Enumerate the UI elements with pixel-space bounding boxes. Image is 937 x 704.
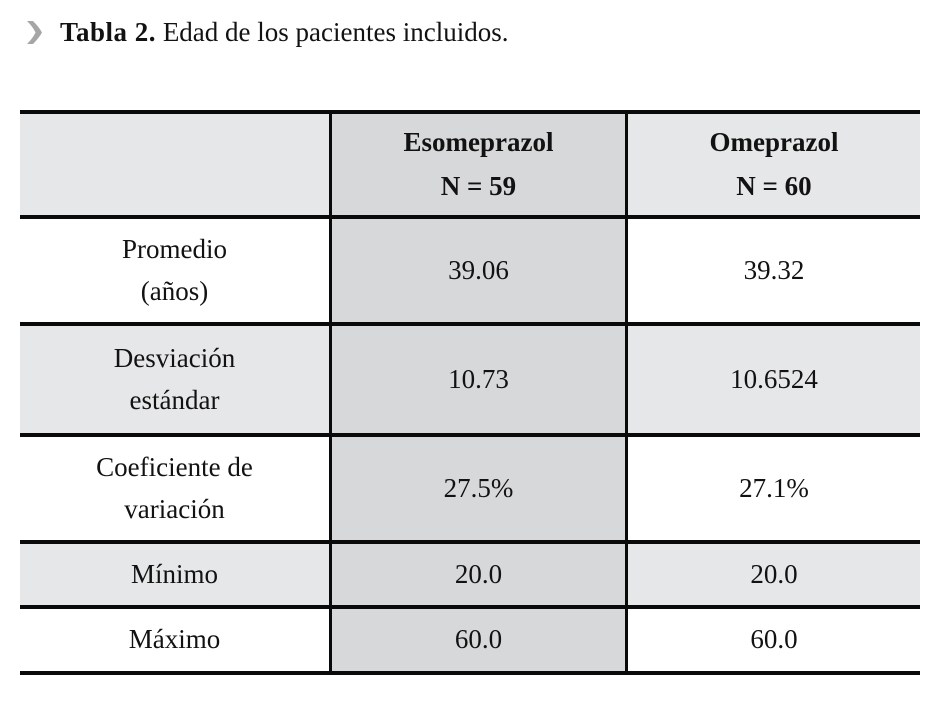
cell-promedio-esomeprazol: 39.06 <box>329 219 625 326</box>
column-title: Omeprazol <box>709 127 839 158</box>
cell-promedio-omeprazol: 39.32 <box>625 219 920 326</box>
cell-value: 10.73 <box>448 363 509 394</box>
header-cell-empty <box>20 114 329 219</box>
cell-value: 60.0 <box>750 624 798 655</box>
cell-coeficiente-omeprazol: 27.1% <box>625 437 920 544</box>
row-label-coeficiente: Coeficiente de variación <box>20 437 329 544</box>
cell-minimo-omeprazol: 20.0 <box>625 544 920 609</box>
cell-value: 60.0 <box>454 624 503 655</box>
table-caption: Tabla 2. Edad de los pacientes incluidos… <box>26 16 508 48</box>
row-label-maximo: Máximo <box>20 609 329 671</box>
cell-value: 39.32 <box>743 254 805 285</box>
row-label-line1: Coeficiente de <box>96 451 253 482</box>
caption-text-line: Tabla 2. Edad de los pacientes incluidos… <box>60 16 508 48</box>
row-label-line1: Mínimo <box>130 558 218 589</box>
column-title: Esomeprazol <box>403 127 554 158</box>
cell-desviacion-omeprazol: 10.6524 <box>625 326 920 437</box>
row-label-line2: (años) <box>140 275 209 306</box>
caption-label: Tabla 2. <box>60 17 157 47</box>
cell-value: 27.5% <box>443 472 514 503</box>
header-cell-esomeprazol: Esomeprazol N = 59 <box>329 114 625 219</box>
row-label-line1: Máximo <box>128 624 221 655</box>
cell-coeficiente-esomeprazol: 27.5% <box>329 437 625 544</box>
row-label-desviacion: Desviación estándar <box>20 326 329 437</box>
cell-minimo-esomeprazol: 20.0 <box>329 544 625 609</box>
row-label-line1: Desviación <box>113 342 236 373</box>
patients-age-table: Esomeprazol N = 59 Omeprazol N = 60 Prom… <box>20 110 920 675</box>
caption-text: Edad de los pacientes incluidos. <box>162 17 509 47</box>
cell-value: 20.0 <box>454 558 503 589</box>
row-label-line2: variación <box>124 493 225 524</box>
cell-value: 20.0 <box>750 558 798 589</box>
cell-value: 10.6524 <box>730 363 818 394</box>
column-subtitle: N = 59 <box>440 170 517 201</box>
row-label-line2: estándar <box>129 384 220 415</box>
cell-desviacion-esomeprazol: 10.73 <box>329 326 625 437</box>
cell-value: 27.1% <box>739 472 809 503</box>
row-label-promedio: Promedio (años) <box>20 219 329 326</box>
column-subtitle: N = 60 <box>736 170 812 201</box>
header-cell-omeprazol: Omeprazol N = 60 <box>625 114 920 219</box>
cell-value: 39.06 <box>448 254 509 285</box>
cell-maximo-esomeprazol: 60.0 <box>329 609 625 671</box>
cell-maximo-omeprazol: 60.0 <box>625 609 920 671</box>
row-label-minimo: Mínimo <box>20 544 329 609</box>
chevron-bullet-icon <box>27 20 42 44</box>
row-label-line1: Promedio <box>122 233 227 264</box>
